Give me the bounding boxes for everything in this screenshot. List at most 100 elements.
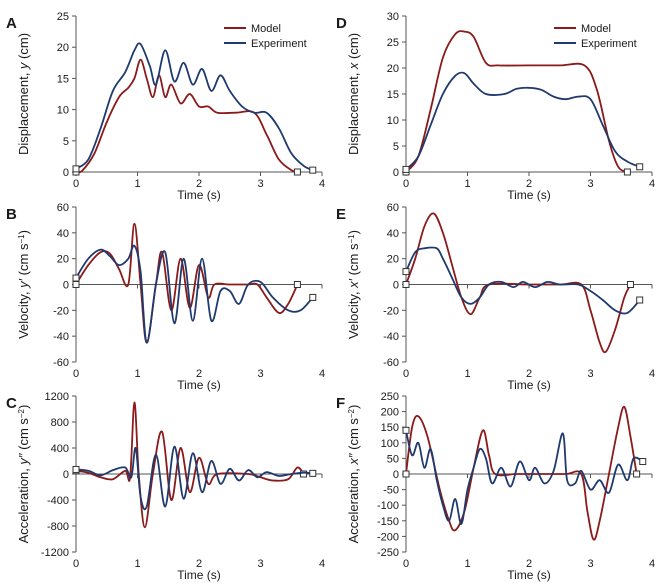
data-point bbox=[402, 165, 410, 173]
series-line-experiment bbox=[405, 71, 641, 171]
y-axis-label-part: −1 bbox=[17, 234, 26, 244]
data-point bbox=[118, 268, 120, 270]
data-point bbox=[112, 90, 114, 92]
y-tick-label: -800 bbox=[47, 521, 69, 533]
data-point bbox=[451, 264, 453, 266]
x-tick-label: 1 bbox=[134, 178, 140, 190]
data-point bbox=[210, 460, 212, 462]
y-tick-label: 0 bbox=[63, 280, 69, 292]
data-point bbox=[152, 96, 154, 98]
data-point bbox=[522, 281, 524, 283]
data-point bbox=[183, 258, 185, 260]
data-point bbox=[617, 426, 619, 428]
y-tick-label: 200 bbox=[381, 407, 399, 419]
data-point bbox=[109, 252, 111, 255]
data-point bbox=[577, 283, 579, 286]
data-point bbox=[72, 165, 80, 173]
data-point bbox=[599, 520, 601, 522]
data-point bbox=[253, 112, 255, 114]
y-axis-label: Acceleration, x″ (cm s−2) bbox=[346, 405, 361, 544]
x-tick-label: 1 bbox=[464, 558, 470, 570]
data-point bbox=[161, 431, 163, 433]
data-point bbox=[469, 313, 472, 315]
data-point bbox=[235, 112, 237, 114]
data-point bbox=[426, 435, 429, 438]
data-point bbox=[589, 489, 592, 491]
data-point bbox=[589, 98, 592, 100]
data-point bbox=[617, 166, 619, 168]
data-point bbox=[528, 479, 530, 481]
y-tick-label: -20 bbox=[53, 305, 69, 317]
series-line-experiment bbox=[75, 42, 314, 171]
x-axis-label: Time (s) bbox=[177, 188, 221, 202]
data-point bbox=[183, 62, 185, 64]
data-point bbox=[164, 96, 166, 98]
y-axis-label-part: x″ bbox=[346, 453, 361, 466]
data-point bbox=[109, 255, 111, 257]
data-point bbox=[124, 71, 126, 73]
data-point bbox=[278, 127, 280, 129]
x-tick-label: 3 bbox=[587, 558, 593, 570]
y-axis-label-part: y″ bbox=[16, 453, 31, 466]
data-point bbox=[430, 124, 432, 126]
y-tick-label: -60 bbox=[53, 357, 69, 369]
data-point bbox=[500, 467, 502, 469]
y-axis-label: Acceleration, y″ (cm s−2) bbox=[16, 405, 31, 544]
data-point bbox=[112, 478, 114, 480]
panel-letter: E bbox=[336, 206, 346, 223]
y-tick-label: 0 bbox=[393, 167, 399, 179]
data-point bbox=[302, 472, 305, 474]
data-point bbox=[256, 476, 259, 478]
y-tick-label: 40 bbox=[387, 228, 399, 240]
panel-letter: C bbox=[6, 395, 17, 412]
data-point bbox=[623, 168, 631, 176]
data-point bbox=[173, 80, 175, 83]
x-tick-label: 4 bbox=[319, 178, 325, 190]
data-point bbox=[485, 457, 487, 459]
panel-a: A 0 5 10 15 20 25 0 1 2 3 4 Time (s) Displacement, y … bbox=[6, 11, 325, 202]
data-point bbox=[133, 223, 136, 225]
data-point bbox=[309, 469, 317, 477]
y-tick-label: 0 bbox=[63, 469, 69, 481]
data-point bbox=[198, 457, 200, 459]
data-point bbox=[127, 283, 129, 286]
data-point bbox=[189, 491, 191, 493]
data-point bbox=[402, 426, 410, 434]
data-point bbox=[106, 121, 108, 123]
data-point bbox=[491, 482, 493, 484]
data-point bbox=[614, 329, 616, 331]
data-point bbox=[430, 448, 432, 450]
y-tick-label: 10 bbox=[387, 115, 399, 127]
data-point bbox=[417, 442, 419, 444]
legend-label: Model bbox=[581, 23, 611, 35]
x-tick-label: 1 bbox=[464, 178, 470, 190]
data-point bbox=[229, 90, 231, 92]
data-point bbox=[473, 83, 475, 85]
data-point bbox=[135, 447, 137, 449]
y-tick-label: 25 bbox=[57, 11, 69, 23]
data-point bbox=[139, 43, 142, 45]
data-point bbox=[614, 309, 616, 311]
y-tick-label: 40 bbox=[57, 228, 69, 240]
data-point bbox=[454, 33, 456, 35]
y-tick-label: 15 bbox=[57, 73, 69, 85]
data-point bbox=[402, 281, 410, 288]
x-tick-label: 2 bbox=[526, 178, 532, 190]
data-point bbox=[423, 247, 426, 249]
legend: Model Experiment bbox=[554, 23, 637, 50]
y-tick-label: 0 bbox=[63, 167, 69, 179]
data-point bbox=[213, 283, 215, 286]
x-tick-label: 1 bbox=[134, 558, 140, 570]
panel-b: B -60 -40 -20 0 20 40 60 0 1 2 3 4 Time (s) Velocity, … bbox=[6, 202, 325, 392]
data-point bbox=[639, 458, 647, 466]
y-tick-label: 20 bbox=[387, 63, 399, 75]
data-point bbox=[155, 84, 157, 86]
y-axis-label: Displacement, x (cm) bbox=[346, 33, 361, 155]
data-point bbox=[534, 286, 536, 288]
x-axis-label: Time (s) bbox=[177, 378, 221, 392]
y-tick-label: 5 bbox=[63, 136, 69, 148]
data-point bbox=[229, 290, 231, 292]
data-point bbox=[207, 483, 209, 485]
data-point bbox=[124, 470, 126, 472]
data-point bbox=[402, 470, 410, 478]
